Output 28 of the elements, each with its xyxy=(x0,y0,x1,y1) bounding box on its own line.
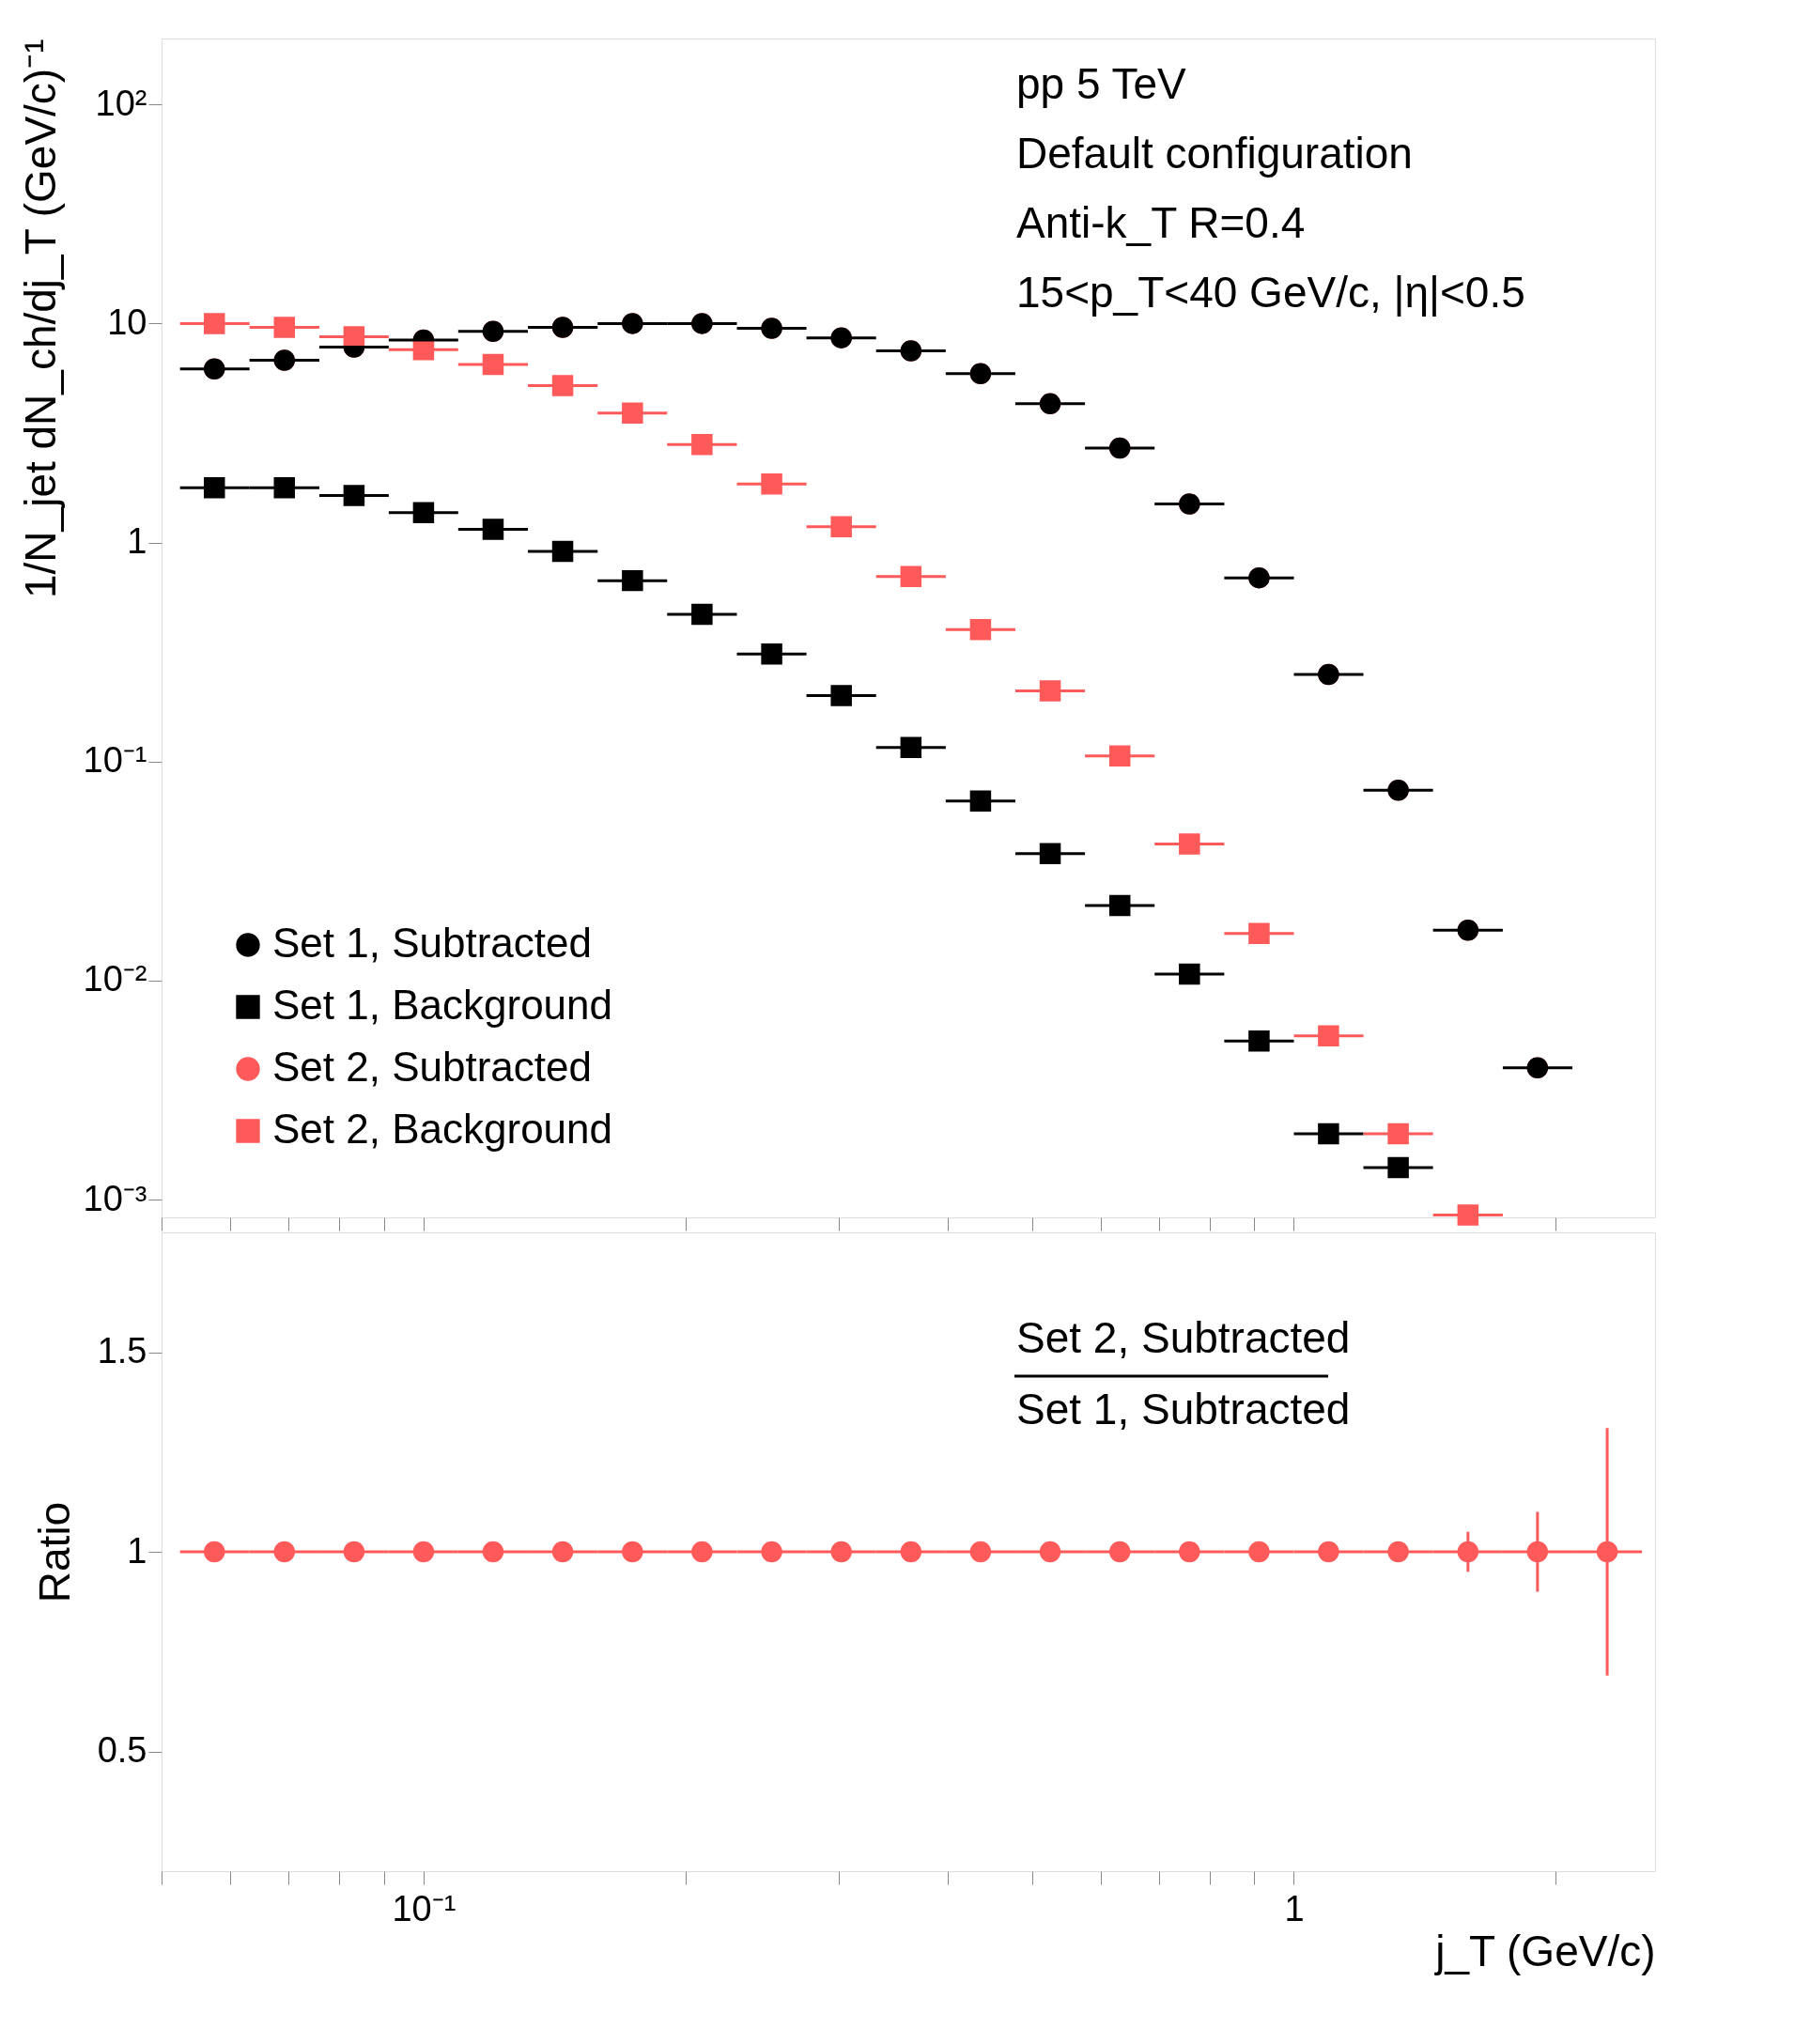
legend-label: Set 1, Subtracted xyxy=(272,920,592,966)
annotation: 15<p_T<40 GeV/c, |η|<0.5 xyxy=(1016,268,1525,317)
annotation: Default configuration xyxy=(1016,129,1413,178)
x-axis-title: j_T (GeV/c) xyxy=(1433,1926,1656,1975)
point xyxy=(1179,833,1200,855)
y-axis-title: 1/N_jet dN_ch/dj_T (GeV/c)⁻¹ xyxy=(15,39,65,598)
y-tick-label: 1 xyxy=(127,1530,147,1571)
y-tick-label: 1 xyxy=(127,521,147,562)
point xyxy=(622,402,643,424)
y-axis-title: Ratio xyxy=(29,1501,79,1603)
annotation: Set 2, Subtracted xyxy=(1016,1313,1351,1362)
point xyxy=(691,434,713,456)
point xyxy=(761,473,782,495)
y-tick-label: 10² xyxy=(95,83,147,123)
annotation: pp 5 TeV xyxy=(1016,59,1187,108)
point xyxy=(830,685,852,706)
y-tick-label: 10⁻³ xyxy=(83,1178,147,1218)
y-tick-label: 10⁻² xyxy=(83,959,147,999)
annotation: Anti-k_T R=0.4 xyxy=(1016,198,1306,247)
y-tick-label: 10 xyxy=(107,302,147,342)
legend-label: Set 2, Subtracted xyxy=(272,1044,592,1090)
legend-label: Set 2, Background xyxy=(272,1106,613,1152)
y-tick-label: 1.5 xyxy=(97,1331,147,1370)
y-tick-label: 0.5 xyxy=(97,1730,147,1770)
point xyxy=(1318,1025,1339,1046)
legend-label: Set 1, Background xyxy=(272,982,613,1028)
y-tick-label: 10⁻¹ xyxy=(83,740,147,781)
annotation: Set 1, Subtracted xyxy=(1016,1385,1351,1433)
